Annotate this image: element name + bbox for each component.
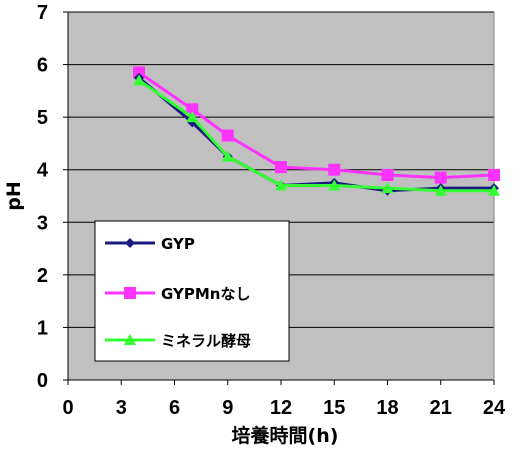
series-3-point	[488, 184, 500, 196]
series-3-point	[275, 179, 287, 191]
x-tick-label-3: 3	[116, 397, 127, 419]
series-3-point	[221, 150, 234, 162]
y-tick-label-4: 4	[37, 160, 49, 182]
series-2-point	[381, 168, 394, 181]
legend-swatch-marker-1	[125, 238, 135, 248]
legend-label-1: GYP	[161, 235, 195, 253]
series-2-point	[328, 163, 341, 176]
legend-label-3: ミネラル酵母	[161, 332, 251, 350]
y-tick-label-1: 1	[37, 317, 48, 339]
y-tick-label-3: 3	[37, 212, 48, 234]
x-axis-label: 培養時間(h)	[232, 424, 339, 447]
x-tick-label-6: 6	[169, 397, 180, 419]
x-tick-label-15: 15	[323, 397, 345, 419]
series-3-point	[434, 184, 447, 196]
x-tick-label-24: 24	[483, 397, 506, 419]
x-tick-label-9: 9	[222, 397, 233, 419]
x-tick-label-12: 12	[270, 397, 292, 419]
series-2-point	[275, 161, 287, 174]
y-tick-label-2: 2	[37, 265, 48, 287]
y-axis-label: pH	[3, 181, 25, 211]
y-tick-label-0: 0	[37, 370, 48, 392]
axes	[63, 11, 495, 385]
series-3-point	[328, 179, 341, 191]
series-3-point	[133, 74, 145, 86]
y-tick-label-5: 5	[37, 107, 48, 129]
legend-swatch-marker-3	[124, 334, 136, 345]
series-2-point	[488, 168, 500, 181]
x-tick-label-21: 21	[430, 397, 452, 419]
legend-label-2: GYPMnなし	[161, 285, 250, 303]
series-3-point	[381, 182, 394, 194]
series-2-point	[186, 103, 199, 116]
y-tick-label-7: 7	[37, 2, 48, 24]
series-2-point	[133, 66, 145, 79]
series-line-3	[138, 79, 494, 193]
x-tick-label-18: 18	[376, 397, 398, 419]
series-3-point	[186, 111, 199, 123]
legend-swatch-marker-2	[124, 287, 136, 299]
series-2-point	[221, 129, 234, 142]
y-tick-label-6: 6	[37, 55, 48, 77]
series	[133, 66, 500, 196]
x-tick-label-0: 0	[62, 397, 73, 419]
series-2	[133, 66, 500, 184]
series-2-point	[434, 171, 447, 184]
series-3	[133, 74, 500, 196]
